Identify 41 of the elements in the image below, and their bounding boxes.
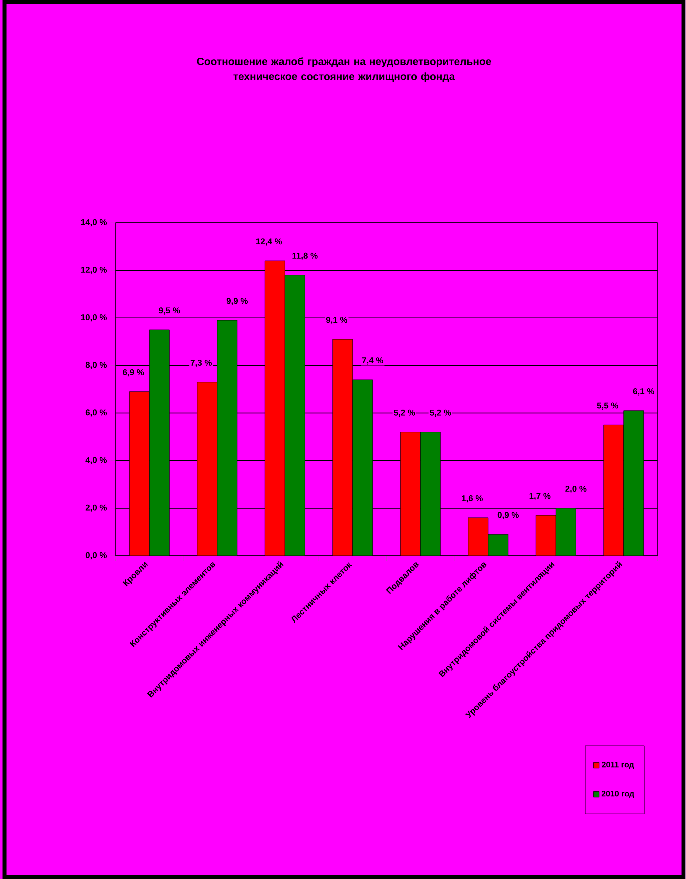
y-tick-label: 6,0 % [86, 410, 108, 417]
bar [217, 320, 238, 556]
bar [265, 260, 286, 556]
bar [420, 432, 441, 556]
data-label: 5,2 % [430, 410, 452, 418]
bar [468, 518, 489, 556]
data-label: 2,0 % [566, 486, 587, 494]
bar [604, 424, 624, 556]
bar [556, 508, 576, 556]
data-label: 5,2 % [394, 410, 416, 418]
y-tick-label: 0,0 % [86, 552, 108, 560]
bar [285, 275, 306, 556]
y-tick-label: 8,0 % [86, 362, 108, 370]
data-label: 1,6 % [462, 496, 484, 503]
bar [333, 340, 353, 556]
y-tick-label: 4,0 % [86, 457, 108, 464]
bar [353, 380, 374, 556]
data-label: 7,3 % [191, 360, 212, 368]
data-label: 6,9 % [123, 369, 144, 377]
data-label: 9,9 % [226, 298, 248, 306]
data-label: 5,5 % [597, 402, 619, 410]
data-label: 6,1 % [633, 388, 655, 396]
chart-title: Соотношение жалоб граждан на неудовлетворительное техническое состояние жилищного фонда [197, 58, 492, 82]
bar [150, 330, 170, 556]
data-label: 9,1 % [326, 317, 348, 324]
y-tick-label: 12,0 % [82, 266, 108, 274]
y-tick-label: 10,0 % [82, 314, 108, 322]
data-label: 11,8 % [292, 252, 318, 260]
bar [400, 432, 421, 556]
y-tick-label: 2,0 % [86, 504, 108, 512]
data-label: 0,9 % [498, 512, 520, 520]
bar [536, 515, 556, 556]
bar [488, 534, 509, 556]
data-label: 7,4 % [362, 358, 384, 365]
data-label: 12,4 % [256, 238, 282, 246]
data-label: 9,5 % [159, 308, 180, 315]
data-label: 1,7 % [530, 493, 551, 500]
bar [130, 392, 150, 556]
bar [624, 410, 644, 556]
bar [197, 382, 218, 556]
y-tick-label: 14,0 % [82, 219, 108, 227]
